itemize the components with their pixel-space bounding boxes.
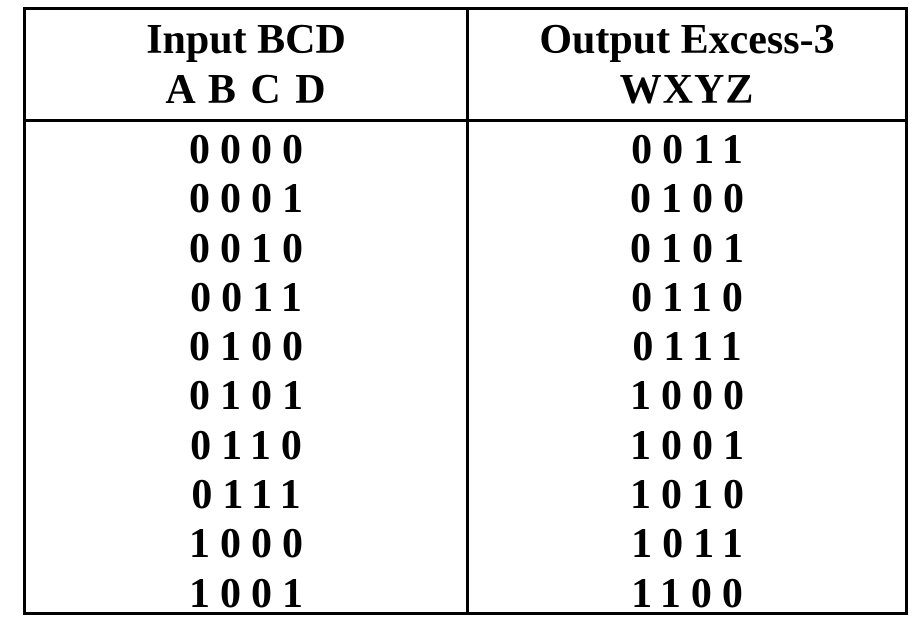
- input-cell: 0011: [190, 274, 312, 321]
- output-cell: 0111: [632, 324, 752, 371]
- header-rule: [26, 119, 905, 122]
- output-cell: 1001: [630, 422, 754, 469]
- bcd-excess3-table: Input BCD A B C D Output Excess-3 WXYZ 0…: [23, 7, 908, 617]
- output-cell: 0101: [630, 225, 754, 272]
- output-header-title: Output Excess-3: [539, 16, 835, 63]
- input-cell: 0110: [190, 422, 312, 469]
- output-header: Output Excess-3 WXYZ: [469, 10, 905, 119]
- input-cell: 0001: [189, 176, 313, 223]
- output-cell: 1010: [630, 472, 754, 519]
- input-cell: 0010: [189, 225, 313, 272]
- input-column: 0000 0001 0010 0011 0100 0101 0110 0111 …: [26, 126, 466, 619]
- output-cell: 0110: [631, 274, 753, 321]
- input-header: Input BCD A B C D: [26, 10, 466, 119]
- input-header-title: Input BCD: [146, 16, 346, 63]
- output-cell: 1100: [631, 570, 753, 617]
- column-divider: [466, 10, 469, 612]
- output-cell: 0011: [631, 127, 753, 173]
- input-cell: 1001: [189, 570, 313, 617]
- output-cell: 1011: [631, 521, 753, 568]
- input-cell: 0111: [191, 472, 311, 519]
- input-header-bits: A B C D: [165, 66, 327, 113]
- output-cell: 1000: [630, 373, 754, 420]
- output-column: 0011 0100 0101 0110 0111 1000 1001 1010 …: [469, 126, 905, 619]
- output-header-bits: WXYZ: [619, 66, 755, 113]
- output-cell: 0100: [630, 176, 754, 223]
- input-cell: 0000: [189, 127, 313, 173]
- input-cell: 0101: [189, 373, 313, 420]
- input-cell: 0100: [189, 324, 313, 371]
- input-cell: 1000: [189, 521, 313, 568]
